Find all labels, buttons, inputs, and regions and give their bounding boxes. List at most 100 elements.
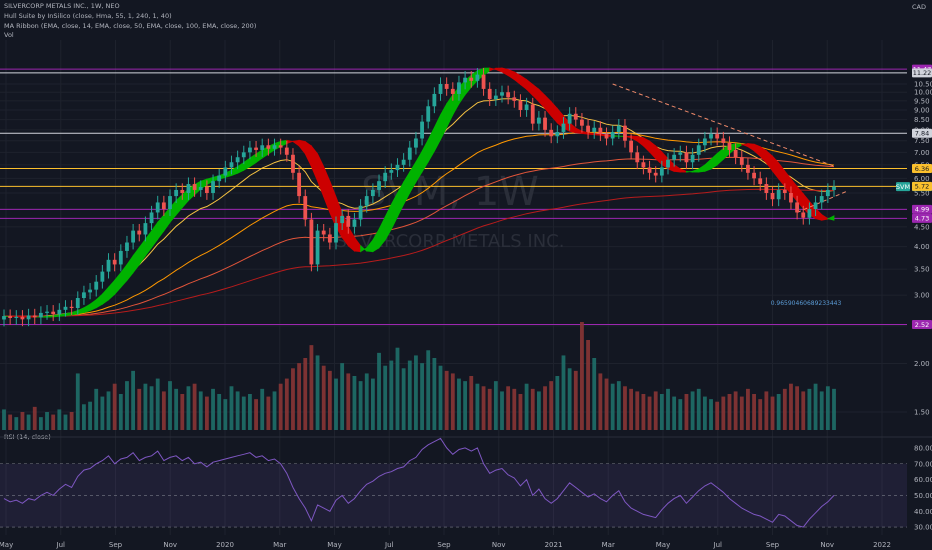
candle-body xyxy=(334,223,338,243)
hull-segment xyxy=(507,68,515,81)
volume-bar xyxy=(776,394,781,430)
candle-body xyxy=(395,164,400,171)
hull-segment xyxy=(52,314,60,318)
volume-bar xyxy=(20,412,25,430)
candle-body xyxy=(549,129,554,137)
volume-bar xyxy=(352,376,357,430)
volume-bar xyxy=(26,414,31,430)
candle-body xyxy=(112,259,117,265)
candle-body xyxy=(352,219,357,227)
volume-bar xyxy=(561,355,566,430)
candle-body xyxy=(57,309,62,315)
volume-bar xyxy=(364,373,369,430)
volume-bar xyxy=(340,363,345,430)
hull-segment xyxy=(126,254,134,282)
hull-suite-legend[interactable]: Hull Suite by InSilico (close, Hma, 55, … xyxy=(4,12,172,20)
volume-bar xyxy=(168,381,172,430)
candle-body xyxy=(161,202,166,210)
volume-bar xyxy=(764,391,769,430)
hull-segment xyxy=(489,67,497,72)
volume-bar xyxy=(180,394,185,430)
hull-segment xyxy=(255,149,263,164)
candle-body xyxy=(426,106,431,122)
candle-body xyxy=(493,95,498,100)
hull-segment xyxy=(89,299,97,312)
candle-body xyxy=(672,154,677,160)
candle-body xyxy=(518,100,523,110)
volume-bar xyxy=(125,381,129,430)
candle-body xyxy=(795,202,800,213)
candle-body xyxy=(223,167,228,176)
candle-body xyxy=(420,121,424,139)
price-tick-label: 10.00 xyxy=(914,89,932,97)
volume-bar xyxy=(524,383,529,430)
volume-bar xyxy=(186,386,191,430)
volume-bar xyxy=(739,396,744,430)
volume-bar xyxy=(143,383,148,430)
candle-body xyxy=(721,138,726,143)
candle-body xyxy=(346,215,351,227)
watermark-name: SILVERCORP METALS INC. xyxy=(336,231,565,252)
volume-bar xyxy=(592,358,597,430)
price-badge xyxy=(912,320,932,330)
volume-bar xyxy=(254,399,258,430)
volume-bar xyxy=(690,391,695,430)
candle-body xyxy=(414,138,418,148)
hull-segment xyxy=(231,165,239,177)
hull-segment xyxy=(692,168,700,173)
volume-bar xyxy=(106,391,111,430)
volume-legend[interactable]: Vol xyxy=(4,31,14,39)
hull-segment xyxy=(772,155,780,181)
volume-bar xyxy=(586,340,590,430)
ma-ribbon-legend[interactable]: MA Ribbon (EMA, close, 14, EMA, close, 5… xyxy=(4,22,257,30)
volume-bar xyxy=(217,394,222,430)
volume-bar xyxy=(395,347,400,430)
candle-body xyxy=(125,242,129,251)
time-tick-label: Sep xyxy=(766,541,780,549)
price-badge-label: 4.73 xyxy=(915,215,929,223)
price-badge-label: 6.36 xyxy=(915,165,929,173)
candle-body xyxy=(832,186,836,190)
candle-body xyxy=(100,271,105,282)
volume-bar xyxy=(555,376,560,430)
volume-bar xyxy=(715,401,720,430)
hull-segment xyxy=(427,127,435,164)
volume-bar xyxy=(733,391,738,430)
candle-body xyxy=(807,209,812,218)
price-tick-label: 3.50 xyxy=(914,266,930,274)
candle-body xyxy=(211,181,215,193)
candle-body xyxy=(580,119,584,126)
candle-body xyxy=(604,134,609,139)
hull-segment xyxy=(138,237,146,266)
candle-body xyxy=(106,259,111,272)
candle-body xyxy=(260,145,265,150)
volume-bar xyxy=(420,363,424,430)
price-badge-label: 2.52 xyxy=(915,321,929,329)
candle-body xyxy=(303,196,308,220)
rsi-tick-label: 60.00 xyxy=(914,476,932,484)
time-tick-label: Mar xyxy=(602,541,615,549)
rsi-tick-label: 80.00 xyxy=(914,444,932,452)
volume-bar xyxy=(51,414,56,430)
candle-body xyxy=(629,140,634,153)
price-badge-label: 11.22 xyxy=(913,69,932,77)
hull-segment xyxy=(532,83,540,103)
candle-body xyxy=(248,147,252,153)
volume-bar xyxy=(204,396,209,430)
candle-body xyxy=(192,184,197,190)
hull-segment xyxy=(704,158,712,172)
volume-bar xyxy=(567,368,572,430)
candle-body xyxy=(168,196,172,210)
candle-body xyxy=(88,289,92,293)
volume-bar xyxy=(752,394,756,430)
time-tick-label: Mar xyxy=(273,541,286,549)
volume-bar xyxy=(530,388,535,430)
volume-bar xyxy=(118,394,123,430)
candle-body xyxy=(198,186,203,190)
time-tick-label: 2021 xyxy=(545,541,563,549)
volume-bar xyxy=(500,391,504,430)
volume-bar xyxy=(94,388,99,430)
candle-body xyxy=(389,170,394,173)
hull-segment xyxy=(569,121,577,134)
